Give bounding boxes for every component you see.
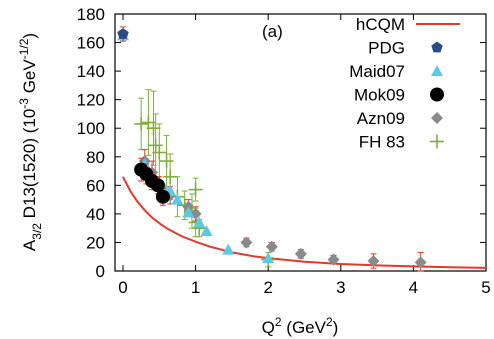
legend-label: Mok09 (354, 86, 405, 105)
plot-area (114, 13, 487, 272)
series-PDG (117, 26, 129, 42)
x-tick-label: 5 (481, 278, 490, 297)
series-Azn09 (138, 149, 427, 272)
data-point (150, 178, 165, 193)
data-point (367, 255, 380, 268)
y-tick-label: 60 (86, 176, 105, 195)
y-tick-label: 140 (77, 62, 105, 81)
y-axis-title: A3/2 D13(1520) (10-3 GeV-1/2) (17, 33, 44, 251)
data-point (240, 236, 253, 249)
data-point (262, 252, 275, 264)
points-layer (117, 26, 427, 272)
series-Mok09 (134, 157, 170, 206)
legend-label: FH 83 (359, 133, 405, 152)
data-point (117, 27, 129, 39)
data-point (193, 216, 206, 228)
data-point (163, 169, 178, 184)
data-point (188, 182, 203, 197)
legend-marker (431, 41, 443, 53)
legend: hCQM PDG Maid07 Mok09 Azn09 FH 83 (349, 15, 460, 152)
y-tick-label: 80 (86, 148, 105, 167)
data-point (134, 116, 149, 131)
y-tick-label: 180 (77, 5, 105, 24)
legend-label: Maid07 (349, 62, 405, 81)
x-tick-label: 0 (118, 278, 127, 297)
x-tick-label: 3 (336, 278, 345, 297)
x-axis-title: Q2 (GeV2) (262, 315, 339, 337)
data-point (222, 243, 235, 255)
x-tick-label: 1 (191, 278, 200, 297)
data-point (327, 253, 340, 266)
x-tick-label: 4 (409, 278, 418, 297)
y-tick-label: 20 (86, 233, 105, 252)
plot-frame (114, 13, 487, 272)
data-point (159, 154, 174, 169)
legend-marker (430, 87, 444, 102)
y-tick-label: 0 (96, 262, 105, 281)
legend-marker (431, 65, 443, 76)
data-point (148, 138, 163, 153)
legend-marker (430, 134, 444, 149)
legend-label: Azn09 (357, 109, 405, 128)
data-point (155, 189, 170, 204)
data-point (146, 121, 161, 136)
curve-layer (122, 176, 487, 269)
y-tick-label: 40 (86, 205, 105, 224)
data-point (265, 240, 278, 253)
y-tick-label: 160 (77, 34, 105, 53)
data-point (182, 206, 195, 218)
panel-label: (a) (262, 22, 283, 41)
y-tick-label: 120 (77, 91, 105, 110)
data-point (152, 145, 167, 160)
data-point (171, 193, 184, 205)
legend-label: PDG (368, 39, 405, 58)
legend-marker (431, 112, 443, 124)
series-hCQM-line (122, 176, 487, 269)
x-tick-label: 2 (263, 278, 272, 297)
data-point (294, 247, 307, 260)
legend-label: hCQM (356, 15, 405, 34)
y-tick-label: 100 (77, 119, 105, 138)
data-point (200, 225, 213, 237)
data-point (414, 256, 427, 269)
ticks-layer: 0 1 2 3 4 5 0 20 40 60 80 100 120 140 160 180 (77, 5, 491, 297)
